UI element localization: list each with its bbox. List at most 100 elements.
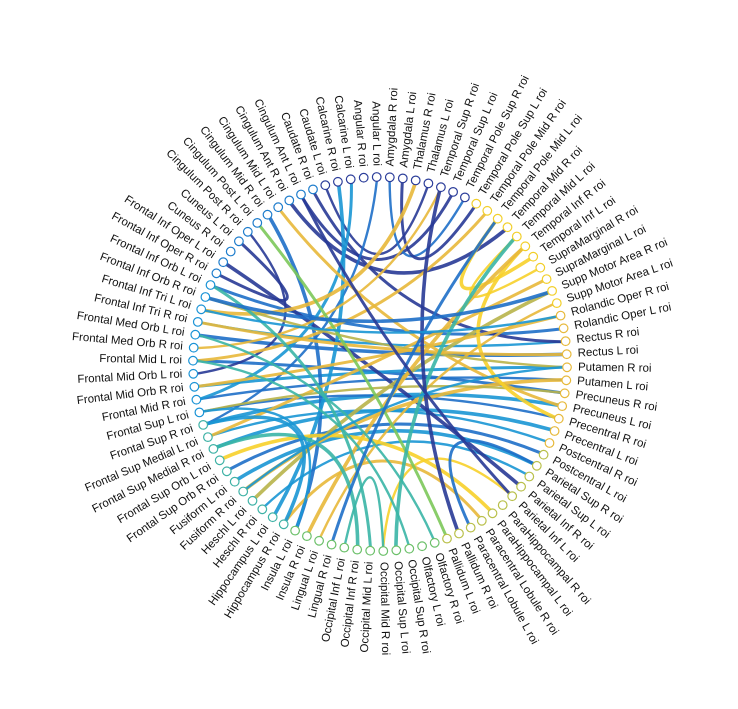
node-parietal-sup-l-roi — [524, 471, 535, 482]
chord-link-parahippocampal-l-roi-to-frontal-sup-orb-l-roi — [221, 433, 492, 512]
node-supp-motor-area-r-roi — [547, 286, 557, 296]
node-temporal-sup-l-roi — [448, 186, 459, 197]
node-rolandic-oper-l-roi — [558, 323, 569, 334]
node-cingulum-post-l-roi — [252, 217, 263, 228]
chord-link-amygdala-r-roi-to-temporal-pole-sup-r-roi — [388, 180, 465, 258]
chord-link-frontal-inf-orb-r-roi-to-supp-motor-area-r-roi — [207, 290, 551, 324]
chord-link-pallidum-r-roi-to-temporal-sup-r-roi — [420, 189, 460, 532]
node-occipital-mid-r-roi — [378, 546, 389, 556]
node-supramarginal-r-roi — [535, 262, 546, 273]
node-temporal-inf-r-roi — [520, 241, 531, 252]
chord-link-frontal-inf-oper-l-roi-to-parietal-inf-r-roi — [224, 262, 520, 486]
chord-link-heschl-r-roi-to-parietal-sup-l-roi — [263, 440, 528, 508]
chord-link-precuneus-l-roi-to-cingulum-mid-l-roi — [278, 209, 560, 407]
node-pallidum-l-roi — [442, 533, 452, 544]
label-rectus-l-roi: Rectus L roi — [577, 344, 638, 359]
chord-link-fusiform-l-roi-to-parietal-sup-r-roi — [236, 429, 536, 481]
node-olfactory-r-roi — [429, 537, 440, 548]
node-amygdala-r-roi — [384, 172, 395, 183]
chord-link-cingulum-ant-l-roi-to-parietal-inf-l-roi — [301, 196, 511, 495]
node-parahippocampal-r-roi — [497, 500, 508, 511]
node-calcarine-l-roi — [345, 174, 356, 185]
node-occipital-inf-r-roi — [352, 544, 363, 555]
node-occipital-sup-r-roi — [404, 543, 415, 554]
node-parietal-sup-r-roi — [531, 460, 542, 471]
node-cingulum-mid-r-roi — [262, 209, 273, 220]
label-amygdala-r-roi: Amygdala R roi — [384, 87, 400, 166]
chord-link-cingulum-mid-r-roi-to-insula-l-roi — [268, 216, 323, 529]
node-temporal-mid-r-roi — [502, 222, 513, 233]
chord-link-olfactory-r-roi-to-frontal-med-orb-l-roi — [198, 334, 435, 541]
node-paracentral-lobule-l-roi — [465, 522, 476, 533]
node-hippocampus-r-roi — [278, 519, 289, 530]
node-precuneus-r-roi — [559, 388, 570, 399]
node-rectus-r-roi — [560, 336, 571, 347]
chord-link-occipital-sup-l-roi-to-temporal-mid-l-roi — [394, 237, 516, 549]
node-frontal-inf-orb-r-roi — [200, 292, 211, 302]
chord-link-thalamus-r-roi-to-frontal-inf-tri-l-roi — [203, 182, 417, 316]
node-cingulum-post-r-roi — [242, 226, 253, 237]
chord-link-calcarine-r-roi-to-hippocampus-l-roi — [273, 183, 346, 516]
chord-link-frontal-inf-orb-l-roi-to-rolandic-oper-l-roi — [212, 285, 562, 336]
node-precentral-l-roi — [549, 426, 560, 436]
node-postcentral-l-roi — [538, 449, 549, 460]
node-heschl-l-roi — [247, 495, 258, 506]
nodes-layer — [188, 172, 572, 556]
node-temporal-mid-l-roi — [511, 231, 522, 242]
node-occipital-mid-l-roi — [365, 545, 376, 556]
node-frontal-med-orb-l-roi — [190, 329, 201, 340]
node-cingulum-mid-l-roi — [273, 202, 284, 213]
node-frontal-sup-medial-l-roi — [202, 432, 213, 443]
node-frontal-sup-orb-l-roi — [214, 455, 225, 466]
node-postcentral-r-roi — [544, 438, 555, 448]
node-frontal-sup-r-roi — [198, 420, 209, 430]
node-frontal-mid-r-roi — [191, 394, 202, 405]
label-angular-l-roi: Angular L roi — [369, 101, 382, 166]
node-hippocampus-l-roi — [267, 512, 278, 523]
chord-link-lingual-r-roi-to-temporal-pole-mid-l-roi — [331, 220, 497, 543]
node-frontal-inf-orb-l-roi — [205, 280, 216, 290]
node-temporal-pole-mid-r-roi — [482, 205, 493, 216]
node-cingulum-ant-l-roi — [296, 189, 306, 200]
chord-link-paracentral-lobule-l-roi-to-parietal-sup-r-roi — [448, 439, 535, 526]
node-caudate-l-roi — [320, 180, 331, 191]
node-angular-l-roi — [371, 172, 382, 182]
node-frontal-inf-oper-r-roi — [211, 268, 222, 279]
node-lingual-l-roi — [314, 535, 325, 546]
chord-link-temporal-pole-mid-r-roi-to-frontal-mid-l-roi — [195, 212, 487, 363]
node-paracentral-lobule-r-roi — [476, 515, 487, 526]
node-temporal-pole-mid-l-roi — [492, 213, 503, 224]
node-temporal-sup-r-roi — [436, 182, 446, 193]
node-cuneus-r-roi — [225, 246, 236, 257]
node-parahippocampal-l-roi — [487, 508, 498, 519]
chord-link-occipital-sup-r-roi-to-frontal-mid-l-roi — [195, 359, 410, 546]
node-frontal-sup-medial-r-roi — [208, 444, 219, 454]
label-frontal-mid-orb-l-roi: Frontal Mid Orb L roi — [77, 368, 183, 385]
chord-link-supp-motor-area-r-roi-to-heschl-l-roi — [253, 290, 551, 500]
chord-link-temporal-sup-r-roi-to-frontal-med-orb-r-roi — [196, 189, 441, 350]
chord-link-cuneus-l-roi-to-frontal-inf-oper-r-roi — [218, 242, 289, 302]
chord-link-hippocampus-r-roi-to-frontal-sup-r-roi — [205, 415, 306, 523]
node-supp-motor-area-l-roi — [551, 298, 562, 309]
chord-link-occipital-inf-l-roi-to-occipital-mid-r-roi — [343, 476, 385, 549]
label-putamen-r-roi: Putamen R roi — [578, 362, 652, 375]
chord-link-precentral-r-roi-to-temporal-inf-r-roi — [476, 247, 557, 420]
label-occipital-mid-r-roi: Occipital Mid R roi — [378, 562, 392, 656]
node-angular-r-roi — [358, 172, 369, 183]
node-frontal-inf-oper-l-roi — [218, 257, 229, 268]
node-frontal-inf-tri-r-roi — [192, 317, 203, 327]
label-occipital-mid-l-roi: Occipital Mid L roi — [359, 561, 376, 652]
node-pallidum-r-roi — [454, 528, 464, 539]
node-frontal-sup-l-roi — [194, 407, 205, 418]
node-caudate-r-roi — [308, 184, 318, 195]
node-thalamus-r-roi — [410, 175, 421, 186]
node-lingual-r-roi — [326, 539, 337, 550]
chord-link-rectus-l-roi-to-frontal-inf-tri-r-roi — [200, 321, 565, 357]
label-frontal-mid-l-roi: Frontal Mid L roi — [99, 353, 182, 366]
chord-link-caudate-r-roi-to-rectus-r-roi — [312, 191, 564, 344]
chord-link-frontal-mid-r-roi-to-putamen-l-roi — [199, 376, 564, 401]
node-rectus-l-roi — [561, 349, 572, 360]
chord-link-frontal-inf-tri-l-roi-to-rolandic-oper-r-roi — [203, 309, 558, 334]
